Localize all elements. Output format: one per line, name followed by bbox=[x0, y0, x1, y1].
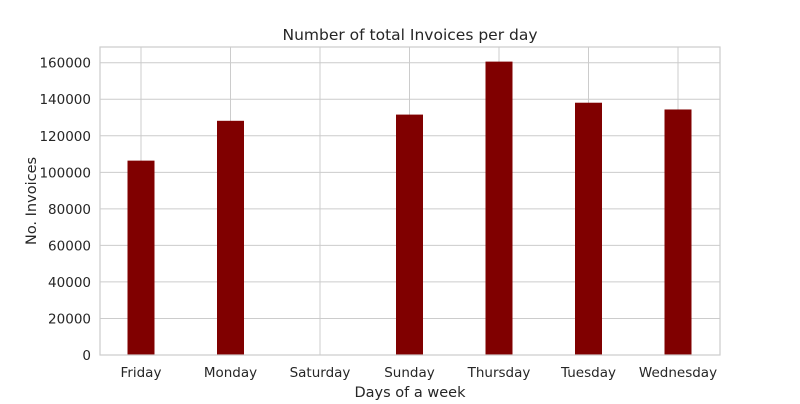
y-tick-label: 80000 bbox=[48, 202, 91, 218]
x-tick-label: Monday bbox=[204, 365, 257, 381]
y-tick-labels: 0 20000 40000 60000 80000 100000 120000 140000 1… bbox=[39, 56, 91, 364]
bar-monday bbox=[217, 120, 244, 355]
x-tick-label: Wednesday bbox=[639, 365, 717, 381]
bar-tuesday bbox=[575, 102, 602, 355]
x-tick-label: Thursday bbox=[467, 365, 531, 381]
bars-layer bbox=[127, 61, 692, 356]
x-tick-labels: Friday Monday Saturday Sunday Thursday Tuesda… bbox=[121, 365, 718, 381]
y-tick-label: 140000 bbox=[39, 92, 91, 108]
x-axis-title: Days of a week bbox=[355, 385, 467, 400]
y-tick-label: 20000 bbox=[48, 311, 91, 327]
y-tick-label: 100000 bbox=[39, 165, 91, 181]
x-tick-label: Saturday bbox=[290, 365, 351, 381]
bar-wednesday bbox=[664, 109, 692, 355]
x-tick-label: Friday bbox=[121, 365, 162, 381]
y-tick-label: 40000 bbox=[48, 275, 91, 291]
x-tick-label: Sunday bbox=[384, 365, 435, 381]
bar-thursday bbox=[485, 61, 513, 355]
bar-friday bbox=[127, 160, 155, 355]
y-tick-label: 120000 bbox=[39, 129, 91, 145]
y-tick-label: 0 bbox=[82, 348, 91, 364]
chart-title: Number of total Invoices per day bbox=[282, 26, 537, 44]
bar-sunday bbox=[396, 114, 423, 355]
x-tick-label: Tuesday bbox=[560, 365, 616, 381]
plot-frame bbox=[99, 46, 721, 356]
y-tick-label: 160000 bbox=[39, 56, 91, 72]
y-tick-label: 60000 bbox=[48, 238, 91, 254]
y-axis-title: No. Invoices bbox=[24, 157, 40, 245]
